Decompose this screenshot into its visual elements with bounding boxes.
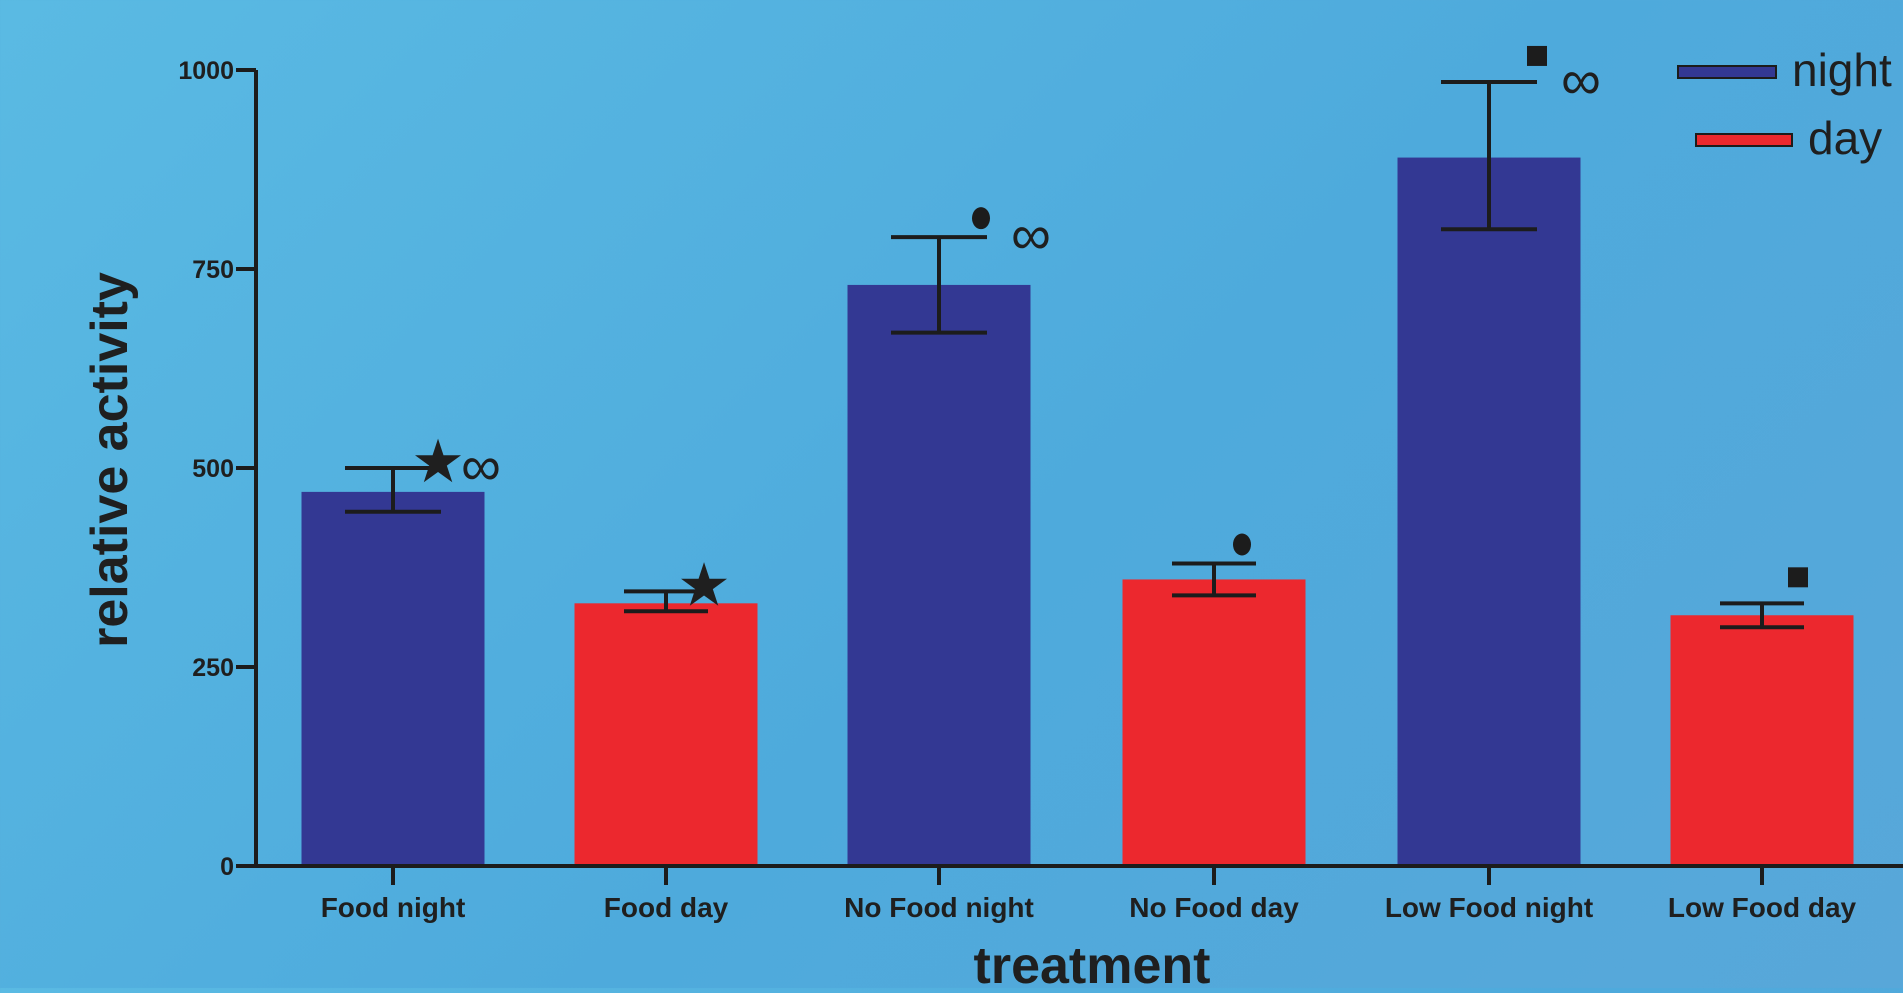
y-tick-label: 500: [192, 455, 234, 483]
y-tick-label: 0: [220, 853, 234, 881]
y-tick-label: 1000: [178, 57, 234, 85]
dot-marker-icon: [972, 207, 990, 230]
square-marker-icon: [1788, 567, 1808, 588]
infinity-marker-icon: ∞: [1561, 48, 1601, 111]
infinity-marker-icon: ∞: [1011, 203, 1051, 266]
legend: night day: [1677, 44, 1892, 164]
x-tick-label: Food day: [604, 892, 729, 923]
bar-low-food-night: [1397, 157, 1581, 866]
star-marker-icon: ★: [411, 428, 465, 495]
x-axis-title: treatment: [974, 937, 1211, 988]
error-bar: [345, 466, 441, 514]
legend-swatch-day: [1695, 133, 1793, 147]
star-marker-icon: ★: [677, 551, 731, 618]
legend-swatch-night: [1677, 65, 1777, 79]
y-tick-label: 250: [192, 654, 234, 682]
y-tick-label: 750: [192, 256, 234, 284]
infinity-marker-icon: ∞: [461, 434, 501, 497]
legend-item-night: night: [1677, 44, 1892, 96]
bar-no-food-night: [847, 284, 1031, 866]
x-tick-label: Low Food day: [1668, 892, 1857, 923]
legend-label-day: day: [1808, 112, 1882, 164]
error-bar: [891, 235, 987, 335]
dot-marker-icon: [1233, 533, 1251, 556]
legend-item-day: day: [1695, 112, 1882, 164]
bars-layer: [301, 157, 1854, 866]
legend-label-night: night: [1792, 44, 1892, 96]
x-tick-label: Food night: [321, 892, 466, 923]
x-tick-label: No Food night: [844, 892, 1034, 923]
bar-low-food-day: [1670, 615, 1854, 866]
error-bar: [1172, 561, 1256, 598]
error-bars-layer: [345, 79, 1804, 630]
x-tick-label: Low Food night: [1385, 892, 1593, 923]
labels-layer: relative activity treatment: [81, 272, 1211, 993]
x-tick-label: No Food day: [1129, 892, 1299, 923]
significance-markers-layer: ★∞★∞∞: [411, 45, 1808, 618]
axes-layer: 0 250 500 750 1000 Food night Food day No Food …: [178, 57, 1903, 923]
bar-food-night: [301, 491, 485, 866]
error-bar: [624, 589, 708, 614]
bar-no-food-day: [1122, 579, 1306, 866]
square-marker-icon: [1527, 45, 1547, 66]
y-axis-title: relative activity: [81, 272, 139, 648]
error-bar: [1441, 79, 1537, 232]
bar-food-day: [574, 603, 758, 866]
error-bar: [1720, 601, 1804, 630]
